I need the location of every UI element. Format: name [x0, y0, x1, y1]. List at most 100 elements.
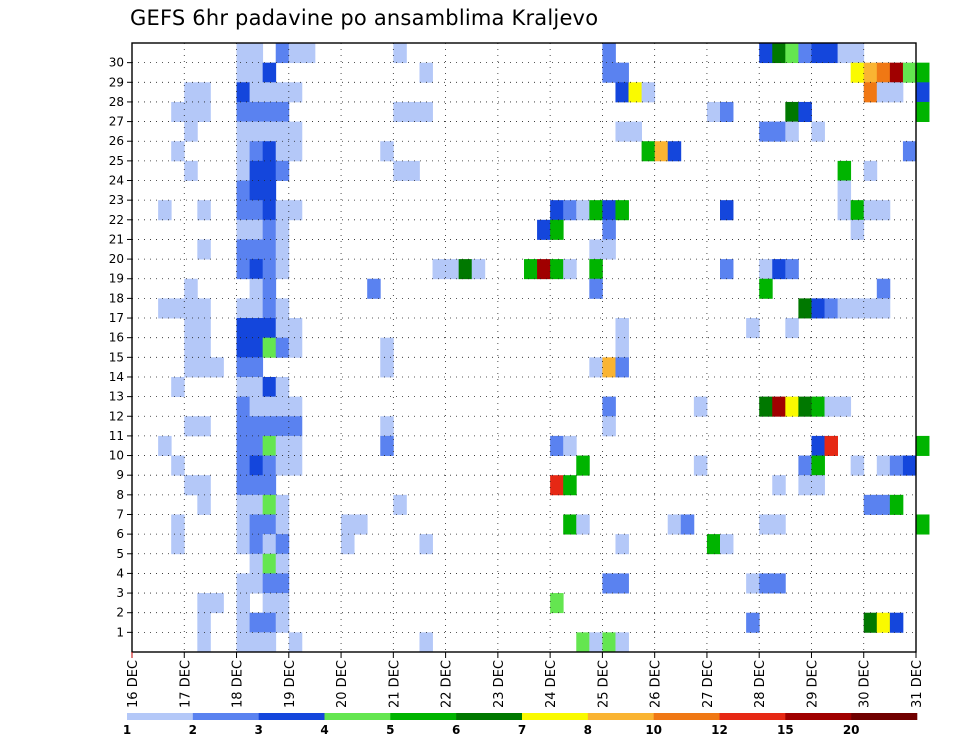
- heatmap-cell: [850, 455, 865, 476]
- y-tick-label: 15: [109, 350, 124, 364]
- heatmap-cell: [759, 121, 773, 142]
- legend-label: 4: [320, 723, 328, 737]
- heatmap-cell: [275, 219, 290, 240]
- heatmap-cell: [275, 494, 290, 515]
- heatmap-cell: [850, 298, 865, 319]
- heatmap-cell: [550, 259, 564, 280]
- heatmap-cell: [550, 219, 564, 240]
- heatmap-cell: [602, 200, 616, 221]
- heatmap-cell: [236, 612, 250, 633]
- heatmap-cell: [471, 259, 486, 280]
- heatmap-cell: [262, 396, 277, 417]
- heatmap-cell: [275, 337, 290, 358]
- heatmap-cell: [876, 612, 891, 633]
- heatmap-cell: [236, 160, 250, 181]
- heatmap-cell: [197, 318, 211, 339]
- heatmap-cell: [236, 435, 250, 456]
- heatmap-cell: [275, 82, 290, 103]
- heatmap-cell: [236, 534, 250, 555]
- heatmap-cell: [184, 82, 198, 103]
- heatmap-cell: [249, 259, 264, 280]
- heatmap-cell: [720, 200, 734, 221]
- heatmap-cell: [354, 514, 368, 535]
- heatmap-cell: [693, 396, 708, 417]
- heatmap-cell: [197, 82, 211, 103]
- heatmap-cell: [236, 82, 250, 103]
- heatmap-cell: [902, 141, 917, 162]
- legend-label: 10: [645, 723, 662, 737]
- plot-frame: [131, 42, 917, 653]
- heatmap-cell: [236, 43, 250, 64]
- heatmap-cell: [798, 396, 812, 417]
- heatmap-cell: [419, 101, 433, 122]
- x-tick-label: 19 DEC: [283, 660, 298, 708]
- heatmap-cell: [262, 62, 277, 83]
- heatmap-cell: [667, 514, 682, 535]
- plot-border: [131, 42, 917, 653]
- legend-label: 2: [189, 723, 197, 737]
- legend-swatch: [258, 713, 325, 720]
- heatmap-cell: [615, 82, 629, 103]
- heatmap-cell: [249, 180, 264, 201]
- heatmap-cell: [249, 416, 264, 437]
- heatmap-cell: [275, 239, 290, 260]
- heatmap-cell: [798, 101, 812, 122]
- heatmap-cell: [746, 318, 760, 339]
- heatmap-cell: [550, 200, 564, 221]
- y-tick-label: 28: [109, 95, 124, 109]
- heatmap-cell: [262, 376, 277, 398]
- heatmap-cell: [249, 121, 264, 142]
- x-tick-label: 17 DEC: [178, 660, 193, 708]
- heatmap-cell: [916, 62, 930, 83]
- heatmap-cell: [249, 141, 264, 162]
- heatmap-cell: [916, 514, 930, 535]
- heatmap-cell: [171, 376, 185, 398]
- heatmap-cell: [615, 632, 629, 653]
- x-tick-label: 25 DEC: [596, 660, 611, 708]
- heatmap-cell: [589, 259, 603, 280]
- y-tick-label: 11: [109, 429, 124, 443]
- heatmap-cell: [889, 62, 904, 83]
- heatmap-cell: [419, 632, 433, 653]
- heatmap-cell: [602, 43, 616, 64]
- heatmap-cell: [249, 357, 264, 378]
- heatmap-cell: [236, 259, 250, 280]
- heatmap-cell: [811, 298, 825, 319]
- heatmap-cell: [432, 259, 446, 280]
- heatmap-cell: [275, 298, 290, 319]
- heatmap-cell: [236, 475, 250, 496]
- heatmap-cell: [550, 475, 564, 496]
- heatmap-cell: [720, 259, 734, 280]
- heatmap-cell: [824, 396, 838, 417]
- y-tick-label: 2: [116, 606, 124, 620]
- heatmap-cell: [275, 101, 290, 122]
- heatmap-cell: [236, 416, 250, 437]
- heatmap-cell: [171, 455, 185, 476]
- heatmap-cell: [380, 416, 394, 437]
- heatmap-cell: [367, 278, 381, 299]
- heatmap-cell: [393, 494, 407, 515]
- legend-swatch: [127, 713, 194, 720]
- heatmap-cell: [288, 455, 303, 476]
- heatmap-cell: [275, 416, 290, 437]
- heatmap-cell: [772, 573, 786, 594]
- heatmap-cell: [589, 200, 603, 221]
- heatmap-cell: [288, 337, 303, 358]
- x-tick-label: 20 DEC: [335, 660, 350, 708]
- legend-swatch: [785, 713, 852, 720]
- heatmap-cell: [197, 416, 211, 437]
- heatmap-cell: [380, 435, 394, 456]
- heatmap-cell: [876, 200, 891, 221]
- y-tick-label: 3: [116, 586, 124, 600]
- heatmap-cell: [393, 101, 407, 122]
- heatmap-cell: [171, 534, 185, 555]
- heatmap-cell: [249, 101, 264, 122]
- heatmap-cell: [262, 475, 277, 496]
- heatmap-cell: [850, 43, 865, 64]
- legend-label: 8: [584, 723, 592, 737]
- heatmap-cell: [837, 396, 852, 417]
- heatmap-cell: [236, 141, 250, 162]
- heatmap-cell: [850, 219, 865, 240]
- heatmap-cell: [197, 475, 211, 496]
